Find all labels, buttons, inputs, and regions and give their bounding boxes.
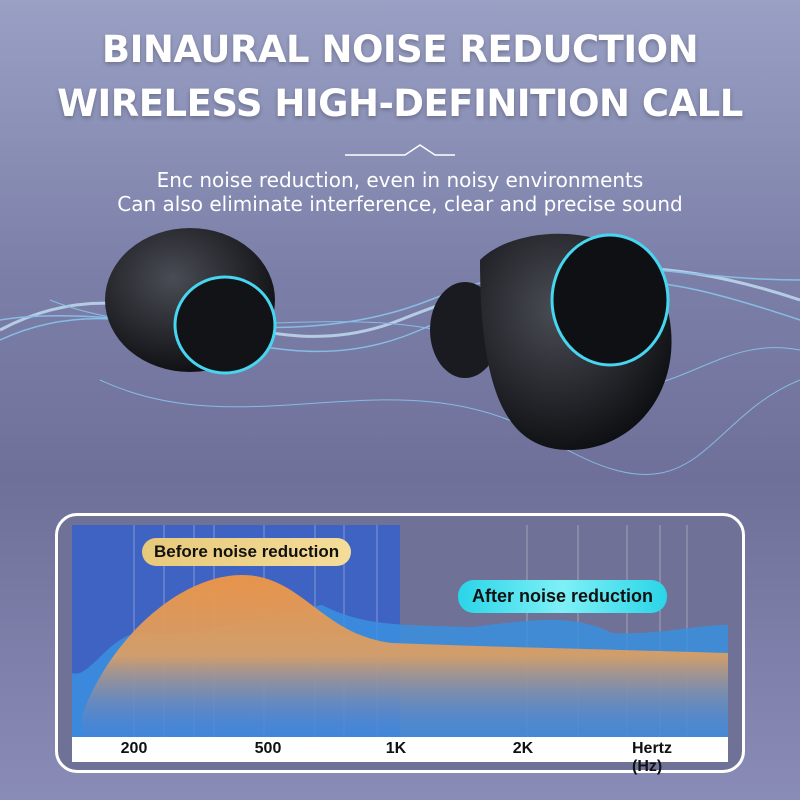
- subtitle-line1: Enc noise reduction, even in noisy envir…: [156, 168, 644, 192]
- before-noise-reduction-label: Before noise reduction: [142, 538, 352, 566]
- after-noise-reduction-label: After noise reduction: [458, 580, 668, 613]
- headline-line1: BINAURAL NOISE REDUCTION: [101, 28, 699, 71]
- before-noise-area: [82, 575, 728, 737]
- x-tick: 500: [254, 740, 282, 757]
- right-earbud: [430, 233, 672, 450]
- x-tick: 200: [120, 740, 148, 757]
- divider-ornament: [345, 144, 455, 156]
- subtitle-line2: Can also eliminate interference, clear a…: [117, 192, 683, 216]
- x-axis: 200 500 1K 2K Hertz (Hz): [72, 737, 728, 775]
- x-tick: 1K: [385, 740, 407, 757]
- x-axis-unit: Hertz (Hz): [632, 740, 673, 775]
- headline-line2: WIRELESS HIGH-DEFINITION CALL: [57, 82, 743, 125]
- x-tick: 2K: [512, 740, 534, 757]
- left-earbud: [105, 228, 277, 375]
- earbuds-illustration: [0, 144, 800, 475]
